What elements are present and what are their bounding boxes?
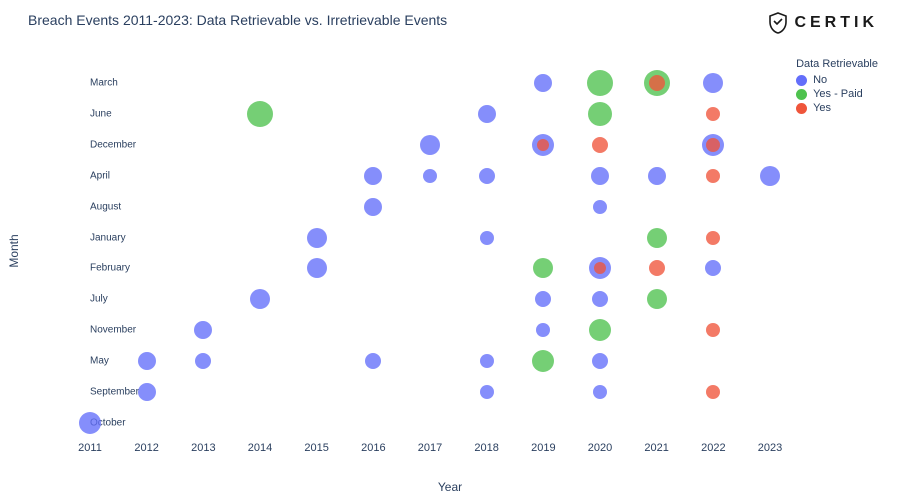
y-tick-label: February xyxy=(90,263,96,274)
data-point[interactable] xyxy=(364,198,382,216)
data-point[interactable] xyxy=(195,353,211,369)
data-point[interactable] xyxy=(307,228,327,248)
data-point[interactable] xyxy=(593,200,607,214)
data-point[interactable] xyxy=(247,101,273,127)
data-point[interactable] xyxy=(648,167,666,185)
y-tick-label: August xyxy=(90,201,96,212)
data-point[interactable] xyxy=(647,289,667,309)
data-point[interactable] xyxy=(478,105,496,123)
data-point[interactable] xyxy=(480,385,494,399)
data-point[interactable] xyxy=(365,353,381,369)
data-point[interactable] xyxy=(79,412,101,434)
data-point[interactable] xyxy=(250,289,270,309)
data-point[interactable] xyxy=(587,70,613,96)
data-point[interactable] xyxy=(703,73,723,93)
y-tick-label: March xyxy=(90,78,96,89)
y-tick-label: June xyxy=(90,109,96,120)
legend-label: Yes xyxy=(813,102,831,114)
x-tick-label: 2017 xyxy=(418,438,442,454)
data-point[interactable] xyxy=(649,260,665,276)
x-tick-label: 2016 xyxy=(361,438,385,454)
data-point[interactable] xyxy=(194,321,212,339)
x-tick-label: 2015 xyxy=(304,438,328,454)
x-tick-label: 2021 xyxy=(644,438,668,454)
data-point[interactable] xyxy=(480,354,494,368)
data-point[interactable] xyxy=(138,383,156,401)
x-tick-label: 2019 xyxy=(531,438,555,454)
data-point[interactable] xyxy=(364,167,382,185)
data-point[interactable] xyxy=(592,137,608,153)
data-point[interactable] xyxy=(534,74,552,92)
x-tick-label: 2023 xyxy=(758,438,782,454)
data-point[interactable] xyxy=(533,258,553,278)
y-tick-label: April xyxy=(90,170,96,181)
data-point[interactable] xyxy=(589,319,611,341)
legend-item[interactable]: Yes - Paid xyxy=(796,88,878,100)
chart-title: Breach Events 2011-2023: Data Retrievabl… xyxy=(28,12,447,28)
legend-item[interactable]: No xyxy=(796,74,878,86)
x-axis-title: Year xyxy=(438,480,462,494)
brand-text: CERTIK xyxy=(794,14,878,32)
data-point[interactable] xyxy=(423,169,437,183)
data-point[interactable] xyxy=(480,231,494,245)
data-point[interactable] xyxy=(138,352,156,370)
legend-label: Yes - Paid xyxy=(813,88,863,100)
y-tick-label: December xyxy=(90,140,96,151)
brand-logo: CERTIK xyxy=(768,12,878,34)
x-tick-label: 2018 xyxy=(474,438,498,454)
data-point[interactable] xyxy=(705,260,721,276)
legend: Data Retrievable No Yes - Paid Yes xyxy=(796,58,878,116)
data-point[interactable] xyxy=(537,139,549,151)
y-tick-label: May xyxy=(90,355,96,366)
x-tick-label: 2022 xyxy=(701,438,725,454)
x-tick-label: 2012 xyxy=(134,438,158,454)
data-point[interactable] xyxy=(706,231,720,245)
data-point[interactable] xyxy=(593,385,607,399)
data-point[interactable] xyxy=(647,228,667,248)
data-point[interactable] xyxy=(591,167,609,185)
y-tick-label: November xyxy=(90,325,96,336)
legend-item[interactable]: Yes xyxy=(796,102,878,114)
legend-label: No xyxy=(813,74,827,86)
data-point[interactable] xyxy=(649,75,665,91)
data-point[interactable] xyxy=(592,353,608,369)
data-point[interactable] xyxy=(594,262,606,274)
data-point[interactable] xyxy=(479,168,495,184)
data-point[interactable] xyxy=(307,258,327,278)
plot-area: March June December April August January Febru… xyxy=(90,68,770,438)
data-point[interactable] xyxy=(706,323,720,337)
y-axis-title: Month xyxy=(7,234,21,267)
x-tick-label: 2014 xyxy=(248,438,272,454)
data-point[interactable] xyxy=(532,350,554,372)
data-point[interactable] xyxy=(588,102,612,126)
shield-icon xyxy=(768,12,788,34)
data-point[interactable] xyxy=(535,291,551,307)
data-point[interactable] xyxy=(706,385,720,399)
legend-swatch xyxy=(796,103,807,114)
data-point[interactable] xyxy=(592,291,608,307)
data-point[interactable] xyxy=(706,138,720,152)
data-point[interactable] xyxy=(760,166,780,186)
data-point[interactable] xyxy=(420,135,440,155)
page-root: Breach Events 2011-2023: Data Retrievabl… xyxy=(0,0,900,502)
data-point[interactable] xyxy=(706,169,720,183)
x-tick-label: 2011 xyxy=(78,438,102,454)
legend-title: Data Retrievable xyxy=(796,58,878,70)
legend-swatch xyxy=(796,89,807,100)
data-point[interactable] xyxy=(706,107,720,121)
y-tick-label: January xyxy=(90,232,96,243)
x-tick-label: 2013 xyxy=(191,438,215,454)
y-tick-label: September xyxy=(90,386,96,397)
data-point[interactable] xyxy=(536,323,550,337)
y-tick-label: July xyxy=(90,294,96,305)
x-tick-label: 2020 xyxy=(588,438,612,454)
legend-swatch xyxy=(796,75,807,86)
